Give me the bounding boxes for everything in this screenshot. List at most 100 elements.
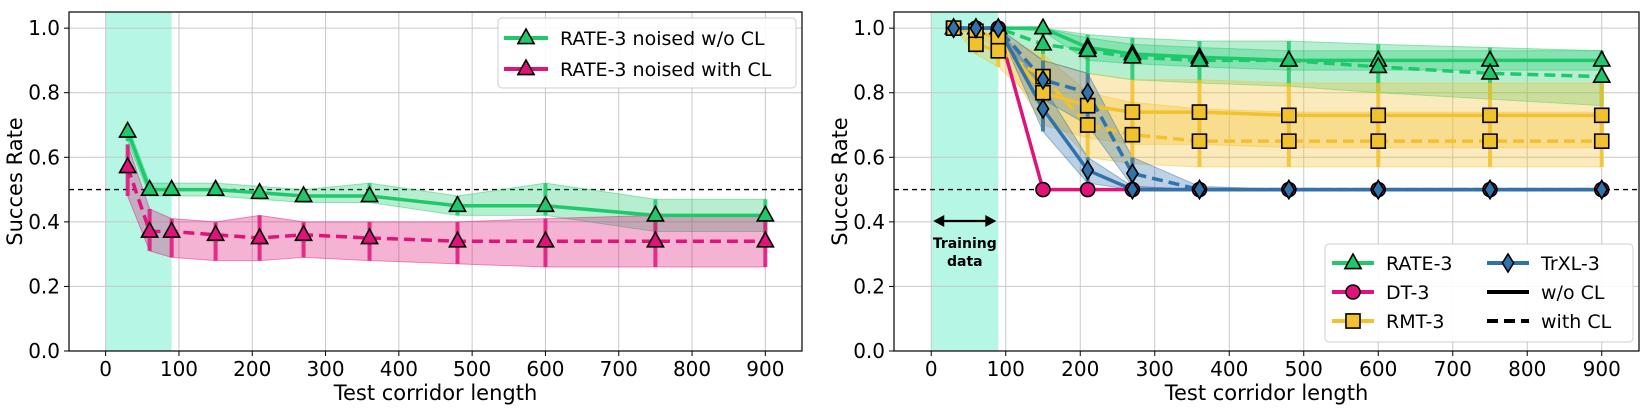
left-x-tick-label: 300 bbox=[306, 357, 344, 381]
left-training-region bbox=[105, 12, 172, 351]
right-band-5 bbox=[953, 27, 1602, 191]
right-point-3-5 bbox=[1124, 104, 1141, 120]
left-point-1-3 bbox=[206, 224, 226, 242]
left-point-0-7 bbox=[448, 195, 467, 213]
right-x-tick-label: 700 bbox=[1434, 357, 1472, 381]
right-point-6-6 bbox=[1192, 179, 1206, 201]
training-data-label: data bbox=[947, 254, 983, 270]
left-point-1-10 bbox=[755, 230, 775, 248]
right-x-tick-label: 600 bbox=[1359, 357, 1397, 381]
right-point-4-1 bbox=[968, 36, 984, 53]
right-point-6-2 bbox=[991, 17, 1005, 39]
right-point-6-8 bbox=[1371, 179, 1385, 201]
right-legend-box bbox=[1324, 243, 1634, 343]
left-y-tick-label: 0.0 bbox=[28, 339, 60, 363]
left-point-0-9 bbox=[645, 204, 665, 222]
right-point-6-3 bbox=[1036, 69, 1050, 91]
left-legend-marker-1 bbox=[516, 58, 536, 76]
right-point-2-3 bbox=[1035, 181, 1051, 198]
left-point-0-0 bbox=[118, 120, 138, 138]
right-point-1-8 bbox=[1368, 56, 1388, 74]
right-point-6-4 bbox=[1081, 82, 1095, 104]
right-point-6-10 bbox=[1595, 179, 1609, 201]
right-legend-label-with-cl: with CL bbox=[1541, 311, 1612, 333]
left-point-0-1 bbox=[140, 178, 160, 196]
right-point-3-9 bbox=[1482, 107, 1498, 124]
right-y-tick-label: 1.0 bbox=[853, 16, 885, 40]
left-y-tick-label: 0.2 bbox=[28, 274, 60, 298]
left-point-1-2 bbox=[162, 220, 182, 238]
left-point-0-3 bbox=[206, 178, 226, 196]
training-data-label: Training bbox=[933, 236, 997, 252]
left-legend-box bbox=[497, 17, 797, 89]
left-point-0-10 bbox=[755, 204, 775, 222]
right-point-1-9 bbox=[1480, 62, 1500, 80]
right-legend-label-rate-3: RATE-3 bbox=[1386, 253, 1453, 275]
left-point-0-4 bbox=[250, 182, 270, 200]
right-x-tick-label: 500 bbox=[1285, 357, 1323, 381]
right-point-5-5 bbox=[1125, 179, 1139, 201]
right-x-tick-label: 0 bbox=[925, 357, 938, 381]
right-x-tick-label: 200 bbox=[1061, 357, 1099, 381]
left-legend-label-rate-3-noised-with-cl: RATE-3 noised with CL bbox=[560, 59, 772, 81]
left-x-tick-label: 900 bbox=[746, 357, 784, 381]
right-point-3-8 bbox=[1370, 107, 1387, 124]
right-point-4-6 bbox=[1191, 133, 1208, 149]
right-legend-label-dt-3: DT-3 bbox=[1386, 282, 1429, 304]
training-data-arrow-head-right bbox=[985, 215, 997, 227]
right-point-4-7 bbox=[1281, 133, 1297, 149]
right-point-6-7 bbox=[1282, 179, 1296, 201]
right-x-tick-label: 400 bbox=[1210, 357, 1248, 381]
left-point-1-4 bbox=[250, 227, 270, 245]
right-point-5-4 bbox=[1081, 159, 1095, 181]
right-x-tick-label: 800 bbox=[1508, 357, 1546, 381]
left-point-1-1 bbox=[140, 220, 160, 238]
right-point-6-5 bbox=[1125, 162, 1139, 184]
right-point-1-10 bbox=[1592, 65, 1612, 83]
left-point-0-6 bbox=[360, 185, 379, 203]
left-point-1-8 bbox=[535, 230, 555, 248]
left-x-tick-label: 800 bbox=[673, 357, 711, 381]
right-point-4-8 bbox=[1370, 133, 1387, 149]
right-point-6-9 bbox=[1483, 179, 1497, 201]
right-y-tick-label: 0.2 bbox=[853, 274, 885, 298]
right-legend-marker-rmt-3 bbox=[1345, 313, 1361, 329]
right-x-tick-label: 300 bbox=[1136, 357, 1174, 381]
right-legend-marker-trxl-3 bbox=[1501, 252, 1515, 274]
right-legend-label-rmt-3: RMT-3 bbox=[1386, 311, 1444, 333]
left-plot-frame bbox=[68, 11, 803, 352]
left-y-tick-label: 1.0 bbox=[28, 16, 60, 40]
left-x-tick-label: 600 bbox=[526, 357, 564, 381]
right-legend: RATE-3 DT-3 RMT-3 TrXL-3 w/o CL with CL bbox=[1324, 243, 1634, 343]
chart-left: 0 100 200 300 400 500 600 700 800 900 0.0 0.2 0.4 0.6… bbox=[3, 11, 803, 405]
right-point-3-6 bbox=[1191, 104, 1208, 120]
left-legend: RATE-3 noised w/o CL RATE-3 noised with C… bbox=[497, 17, 797, 89]
right-y-tick-label: 0.4 bbox=[853, 210, 885, 234]
left-x-tick-label: 700 bbox=[600, 357, 638, 381]
left-point-0-2 bbox=[162, 178, 182, 196]
right-plot-frame bbox=[893, 11, 1640, 352]
right-point-4-2 bbox=[990, 42, 1007, 59]
right-point-4-4 bbox=[1079, 117, 1096, 133]
right-point-6-1 bbox=[969, 17, 983, 39]
left-legend-marker-0 bbox=[516, 27, 536, 45]
left-x-tick-label: 100 bbox=[160, 357, 198, 381]
left-point-0-8 bbox=[535, 195, 555, 213]
left-legend-label-rate-3-noised-w-o-cl: RATE-3 noised w/o CL bbox=[560, 28, 765, 50]
training-data-arrow-head-left bbox=[933, 215, 945, 227]
left-y-axis-title: Succes Rate bbox=[3, 117, 27, 245]
right-x-tick-label: 900 bbox=[1583, 357, 1621, 381]
right-legend-marker-rate-3 bbox=[1343, 252, 1363, 270]
right-legend-marker-dt-3 bbox=[1345, 284, 1361, 300]
right-point-6-0 bbox=[947, 17, 961, 39]
right-y-tick-label: 0.0 bbox=[853, 339, 885, 363]
left-x-tick-label: 400 bbox=[380, 357, 418, 381]
right-point-2-4 bbox=[1079, 181, 1096, 198]
left-x-tick-label: 0 bbox=[99, 357, 112, 381]
right-point-5-3 bbox=[1036, 98, 1050, 120]
right-x-tick-label: 100 bbox=[987, 357, 1025, 381]
left-y-tick-label: 0.6 bbox=[28, 145, 60, 169]
right-point-3-10 bbox=[1593, 107, 1610, 124]
right-point-3-7 bbox=[1281, 107, 1297, 124]
left-point-0-5 bbox=[294, 185, 314, 203]
